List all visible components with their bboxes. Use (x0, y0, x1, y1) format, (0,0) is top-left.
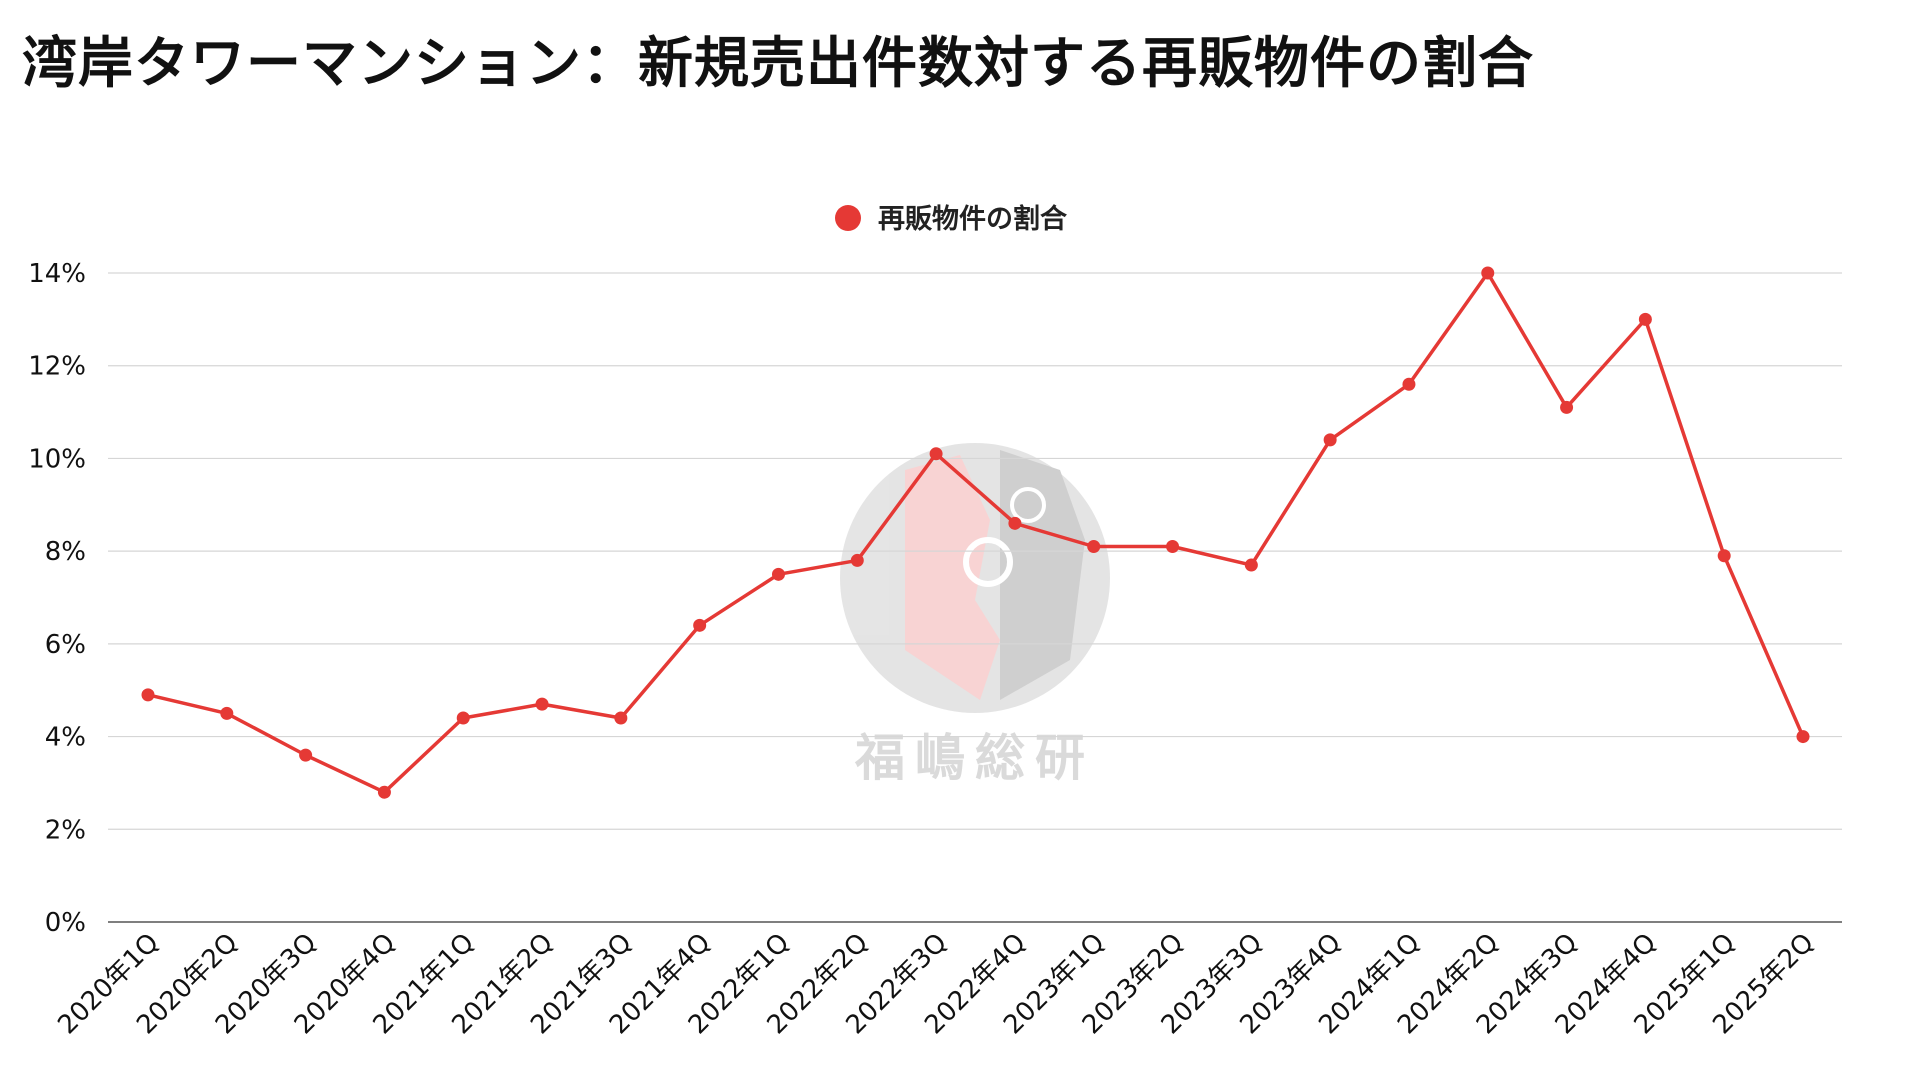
data-point (1244, 558, 1258, 572)
data-point (929, 447, 943, 461)
data-point (1008, 516, 1022, 530)
data-point (771, 567, 785, 581)
y-tick-label: 6% (45, 630, 86, 660)
data-point (614, 711, 628, 725)
data-point (1323, 433, 1337, 447)
data-point (1402, 377, 1416, 391)
data-point (1166, 540, 1180, 554)
legend-label: 再販物件の割合 (878, 203, 1067, 235)
y-tick-label: 2% (45, 815, 86, 845)
data-point (377, 785, 391, 799)
data-point (535, 697, 549, 711)
watermark-gear-small-icon (1010, 487, 1046, 523)
legend: 再販物件の割合 (835, 203, 1067, 235)
y-tick-label: 12% (28, 352, 86, 382)
series-line (147, 271, 1805, 794)
y-tick-label: 0% (45, 908, 86, 938)
watermark-figure-shape (905, 455, 1000, 700)
series-layer (141, 266, 1810, 799)
y-axis-ticks: 0% 2% 4% 6% 8% 10% 12% 14% (28, 259, 86, 938)
data-point (456, 711, 470, 725)
data-point (1560, 400, 1574, 414)
chart-title: 湾岸タワーマンション：新規売出件数対する再販物件の割合 (22, 31, 1535, 95)
grid-lines (108, 272, 1842, 923)
y-tick-label: 4% (45, 723, 86, 753)
data-point (1087, 540, 1101, 554)
data-point (1481, 266, 1495, 280)
data-point (220, 706, 234, 720)
x-axis-ticks: 2020年1Q2020年2Q2020年3Q2020年4Q2021年1Q2021年… (52, 928, 1820, 1041)
watermark-gear-icon (963, 537, 1013, 587)
data-point (141, 688, 155, 702)
data-point (1638, 312, 1652, 326)
legend-marker (835, 205, 861, 231)
y-tick-label: 8% (45, 537, 86, 567)
y-tick-label: 14% (28, 259, 86, 289)
y-tick-label: 10% (28, 444, 86, 474)
watermark-text: 福嶋総研 (854, 729, 1095, 787)
watermark-logo: 福嶋総研 (840, 443, 1110, 787)
data-point (850, 553, 864, 567)
data-point (1796, 730, 1810, 744)
data-point (1717, 549, 1731, 563)
data-point (299, 748, 313, 762)
data-point (693, 618, 707, 632)
watermark-building-shape (1000, 450, 1085, 700)
